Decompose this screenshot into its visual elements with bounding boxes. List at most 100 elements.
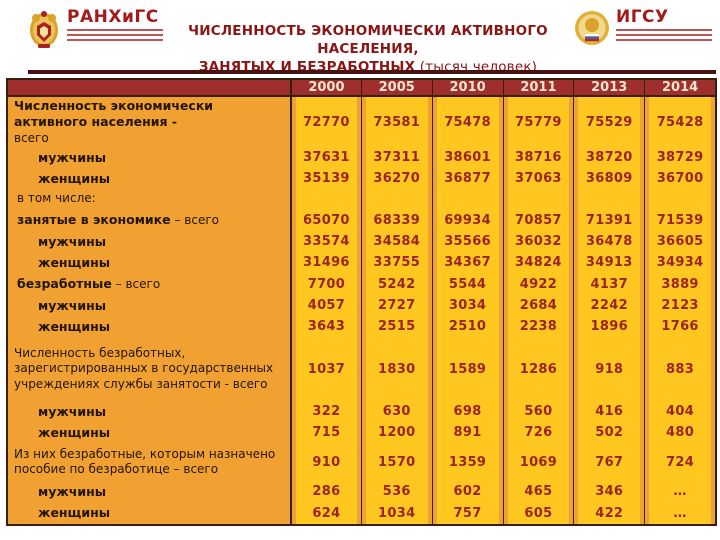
value: … [673,484,687,499]
value-cell [431,189,503,209]
value-cell: 698 [431,401,503,422]
value: 72770 [303,114,350,130]
value-cell: 3889 [644,273,715,295]
row-label: женщины [8,422,290,443]
value-cell: 2242 [573,295,644,316]
value: 1570 [378,454,416,470]
row-label: мужчины [8,231,290,252]
value-cell: 2684 [502,295,574,316]
value-cell: 2238 [502,316,574,337]
value: 2727 [378,298,416,313]
year-header: 2005 [360,80,432,97]
value-cell: 34934 [644,252,715,273]
value: 767 [595,454,624,470]
value-cell: 2727 [360,295,432,316]
value: 33574 [303,234,350,249]
value: 480 [666,425,695,440]
value: 605 [524,505,553,521]
value-cell: 1766 [644,316,715,337]
value: 1037 [307,361,346,377]
value-cell: 1570 [360,443,432,481]
ranepa-fineprint [67,29,163,42]
value-cell: 37631 [290,147,361,168]
value: 502 [595,425,624,440]
value: 71539 [656,212,704,228]
value: 36809 [585,171,633,186]
value-cell: 34913 [573,252,644,273]
value: 36032 [515,234,562,249]
row-label: мужчины [8,401,290,422]
value-cell: 68339 [360,209,432,231]
value: 34934 [656,255,704,270]
value-cell: 1359 [431,443,503,481]
value-cell: 36700 [644,168,715,189]
value: 36605 [656,234,704,249]
value: 2515 [378,319,416,334]
value: 34584 [373,234,421,249]
value-cell: 4922 [502,273,574,295]
value-cell: 34824 [502,252,574,273]
value: 757 [453,505,482,521]
row-label: мужчины [8,147,290,168]
value: … [673,505,687,521]
value: 891 [453,425,482,440]
ranepa-logo: РАНХиГС [26,8,163,52]
value: 1766 [661,319,699,334]
value: 65070 [303,212,350,228]
value-cell: 560 [502,401,574,422]
value-cell: 34584 [360,231,432,252]
value-cell: 36270 [360,168,432,189]
value: 726 [524,425,553,440]
row-label: занятые в экономике – всего [8,209,290,231]
value-cell: 1589 [431,337,503,401]
value: 69934 [444,212,491,228]
value-cell: 36032 [502,231,574,252]
value: 3889 [661,276,699,292]
ranepa-logo-name: РАНХиГС [67,7,159,27]
value-cell: 502 [573,422,644,443]
value: 1034 [378,505,416,521]
value-cell: 883 [644,337,715,401]
value-cell [290,189,361,209]
value-cell: 75779 [502,97,574,147]
value-cell: 31496 [290,252,361,273]
value: 73581 [373,114,421,130]
value-cell: 35566 [431,231,503,252]
value: 560 [524,404,553,419]
value: 1896 [590,319,628,334]
value: 4137 [590,276,628,292]
value-cell: 286 [290,481,361,502]
value-cell: 7700 [290,273,361,295]
value-cell: 36877 [431,168,503,189]
value-cell: 38716 [502,147,574,168]
value-cell: 891 [431,422,503,443]
value-cell: 3034 [431,295,503,316]
igsu-logo-name: ИГСУ [616,7,669,27]
value-cell: 1037 [290,337,361,401]
population-table: 2000 2005 2010 2011 2013 2014 Численность экон… [6,78,717,526]
value-cell: 1896 [573,316,644,337]
value: 1200 [378,425,416,440]
value-cell: 5544 [431,273,503,295]
value-cell: 69934 [431,209,503,231]
year-header: 2013 [573,80,645,97]
value-cell: 1069 [502,443,574,481]
value-cell: 724 [644,443,715,481]
value-cell [644,189,715,209]
value-cell: 4057 [290,295,361,316]
value: 416 [595,404,624,419]
value-cell: 1286 [502,337,574,401]
value: 715 [312,425,341,440]
value: 1069 [519,454,558,470]
value: 910 [312,454,341,470]
value-cell: 4137 [573,273,644,295]
value: 2123 [661,298,699,313]
value-cell: 1830 [360,337,432,401]
value-cell: 73581 [360,97,432,147]
row-label: мужчины [8,481,290,502]
value: 465 [524,484,553,499]
value-cell: 480 [644,422,715,443]
value: 75428 [656,114,704,130]
value: 75529 [585,114,633,130]
value-cell: 2123 [644,295,715,316]
